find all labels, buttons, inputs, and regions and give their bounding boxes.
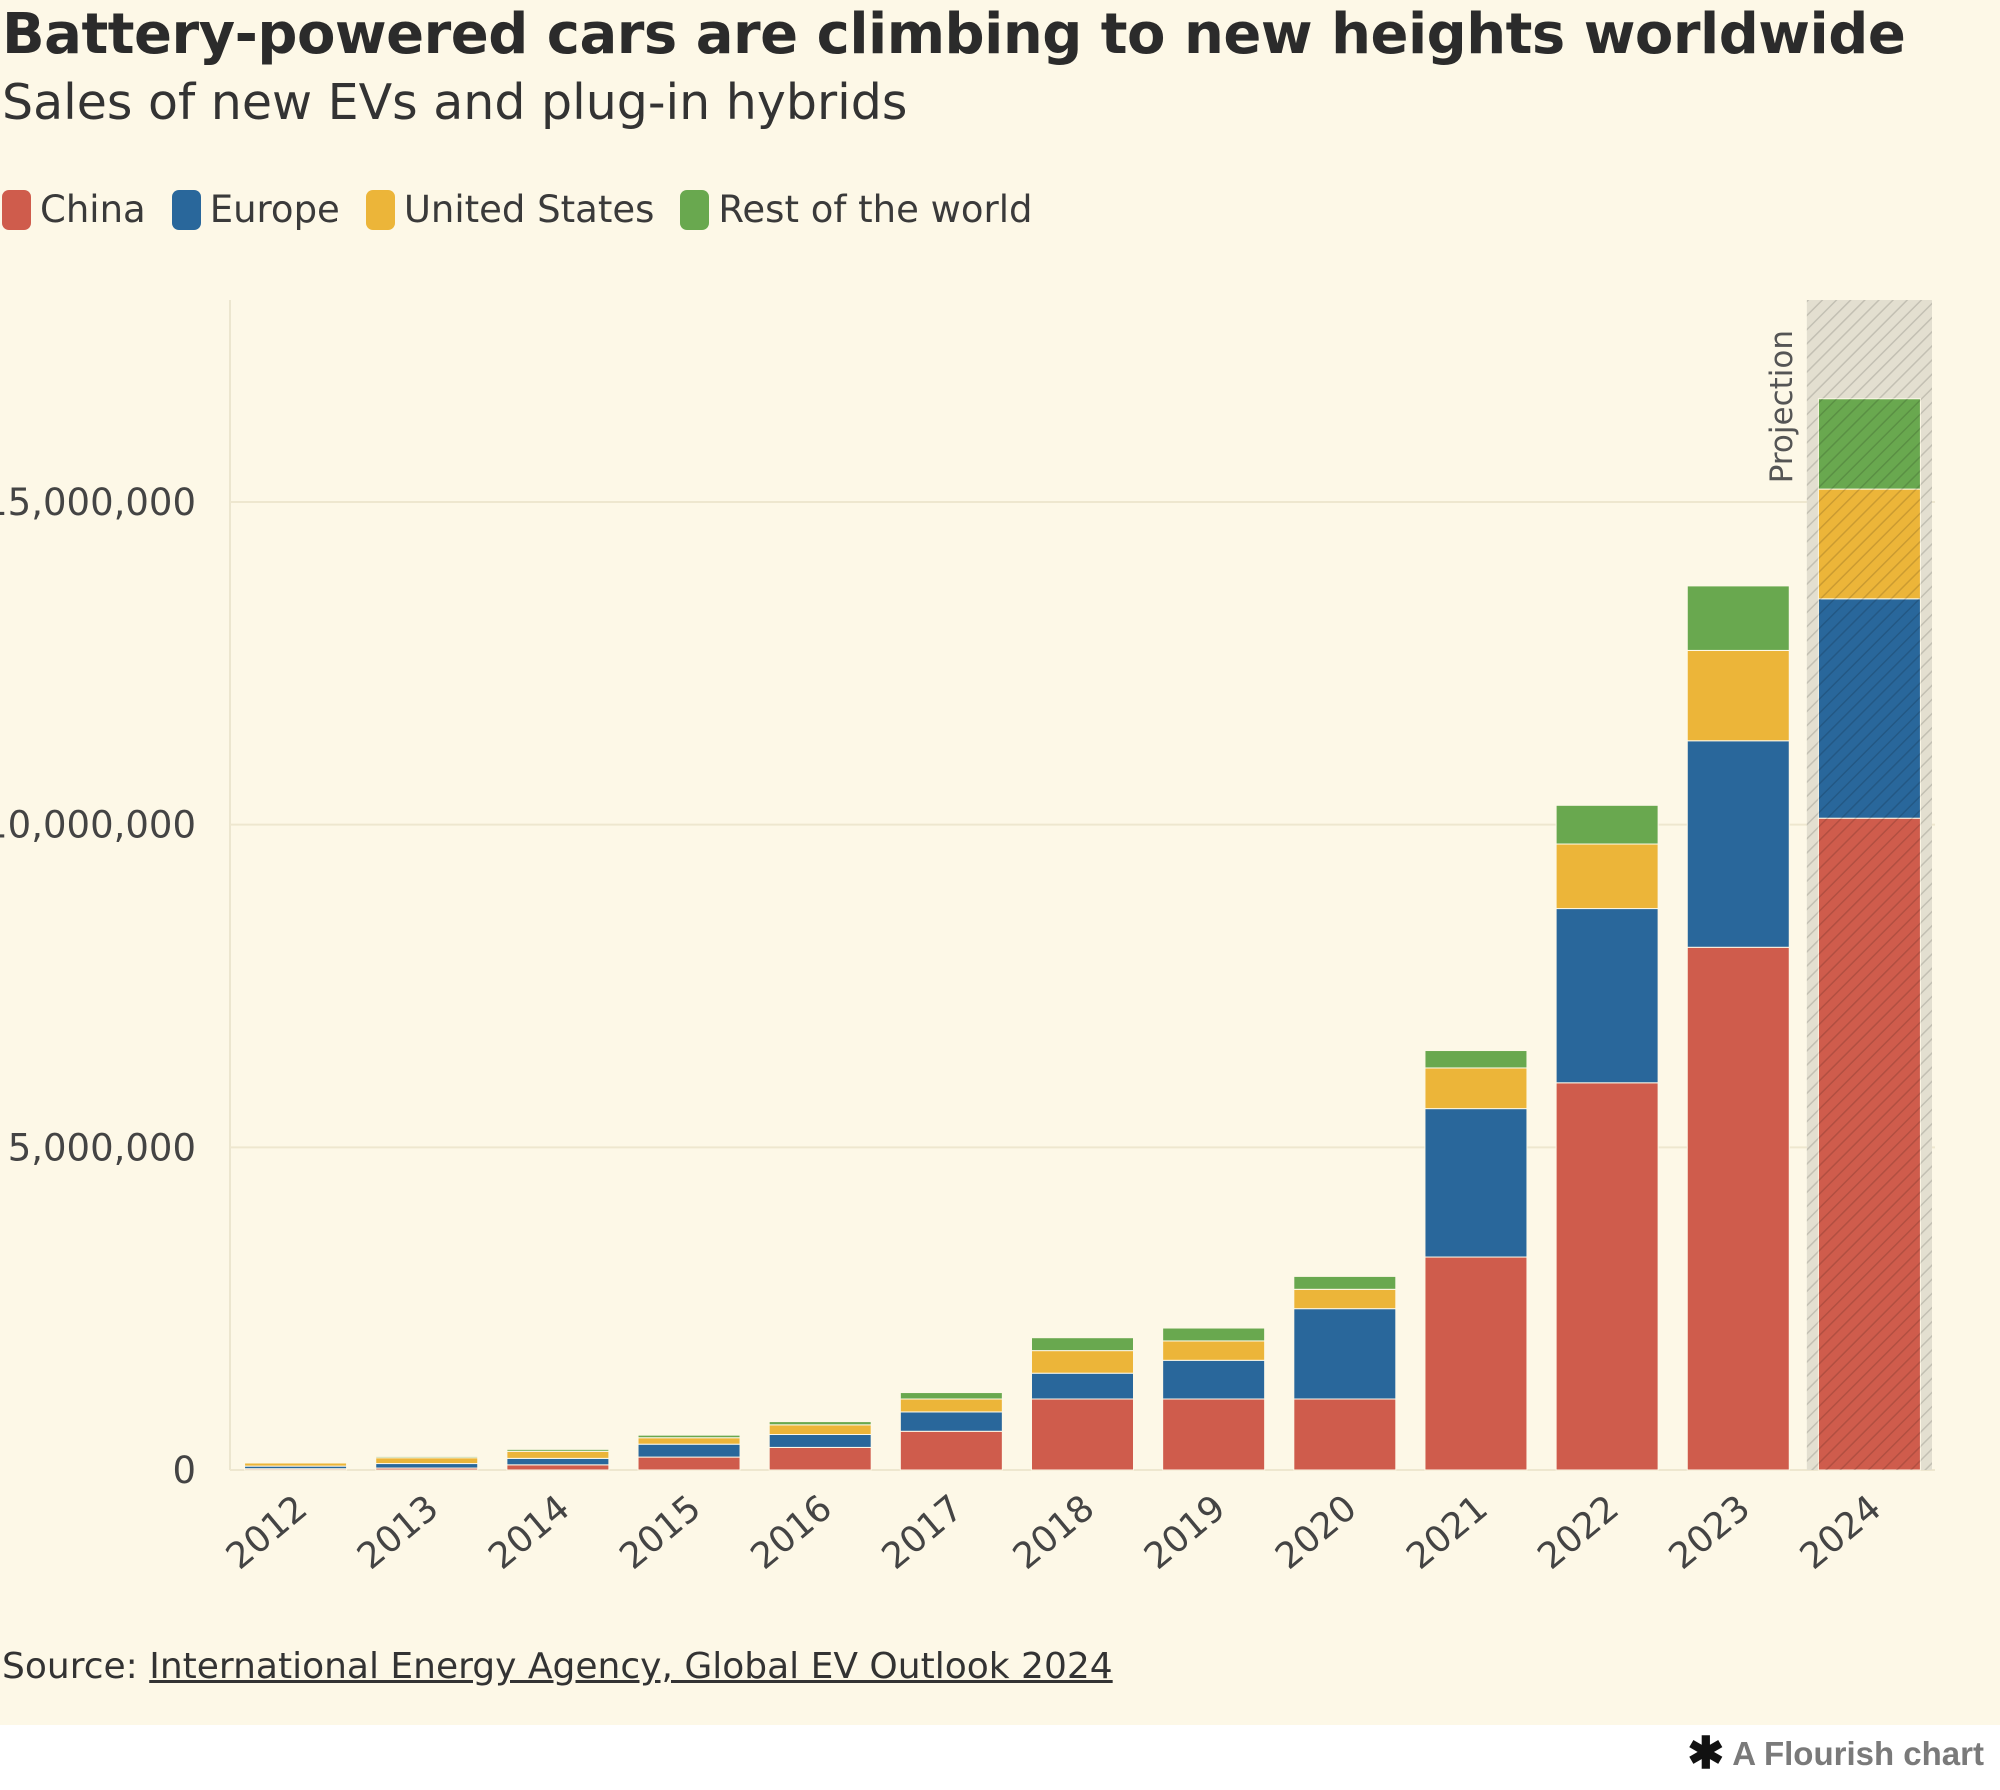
x-tick-label: 2021 — [1399, 1487, 1496, 1577]
bar-united-states-2024[interactable] — [1817, 488, 1921, 600]
chart-panel: Battery-powered cars are climbing to new… — [0, 0, 2000, 1725]
bar-united-states-2023[interactable] — [1686, 649, 1790, 742]
chart-title: Battery-powered cars are climbing to new… — [2, 2, 1906, 67]
bar-rest-of-the-world-2020[interactable] — [1293, 1275, 1397, 1290]
source-line: Source: International Energy Agency, Glo… — [2, 1646, 1113, 1687]
bar-rest-of-the-world-2022[interactable] — [1555, 804, 1659, 845]
source-link[interactable]: International Energy Agency, Global EV O… — [149, 1646, 1113, 1687]
bar-china-2018[interactable] — [1031, 1398, 1134, 1471]
legend-item-rest-of-world[interactable]: Rest of the world — [680, 188, 1033, 231]
x-tick-label: 2018 — [1006, 1487, 1103, 1577]
bar-china-2015[interactable] — [637, 1456, 741, 1471]
bar-europe-2021[interactable] — [1424, 1108, 1528, 1258]
bar-rest-of-the-world-2019[interactable] — [1162, 1327, 1266, 1342]
legend-item-europe[interactable]: Europe — [171, 188, 340, 231]
legend-item-united-states[interactable]: United States — [365, 188, 655, 231]
projection-label: Projection — [1764, 330, 1800, 483]
bar-united-states-2016[interactable] — [768, 1424, 872, 1436]
bar-europe-2013[interactable] — [375, 1463, 479, 1469]
x-tick-label: 2013 — [350, 1487, 447, 1577]
bar-united-states-2015[interactable] — [637, 1437, 741, 1445]
bar-united-states-2013[interactable] — [375, 1457, 479, 1465]
bar-europe-2022[interactable] — [1555, 908, 1659, 1084]
bar-europe-2016[interactable] — [768, 1434, 872, 1448]
bar-europe-2024[interactable] — [1817, 598, 1921, 819]
bar-rest-of-the-world-2013[interactable] — [375, 1455, 479, 1459]
x-tick-label: 2020 — [1268, 1487, 1365, 1577]
bar-china-2021[interactable] — [1424, 1256, 1528, 1471]
bar-united-states-2014[interactable] — [506, 1450, 610, 1459]
source-prefix: Source: — [2, 1646, 150, 1687]
bar-rest-of-the-world-2021[interactable] — [1424, 1050, 1528, 1069]
legend-label-china: China — [40, 188, 146, 231]
x-tick-label: 2023 — [1662, 1487, 1759, 1577]
bar-united-states-2019[interactable] — [1162, 1340, 1266, 1361]
legend-swatch-europe — [171, 189, 201, 230]
bar-europe-2020[interactable] — [1293, 1308, 1397, 1400]
bar-europe-2019[interactable] — [1162, 1359, 1266, 1400]
bar-europe-2014[interactable] — [506, 1457, 610, 1466]
legend-label-united-states: United States — [403, 188, 655, 231]
bar-rest-of-the-world-2018[interactable] — [1031, 1337, 1134, 1352]
bar-united-states-2018[interactable] — [1031, 1350, 1134, 1374]
legend-label-rest-of-world: Rest of the world — [718, 188, 1033, 231]
chart-plot: 0 5,000,000 10,000,000 15,000,000 Projection… — [0, 300, 1935, 1578]
bar-united-states-2017[interactable] — [899, 1398, 1003, 1413]
y-tick-label: 5,000,000 — [8, 1126, 196, 1169]
chart-subtitle: Sales of new EVs and plug-in hybrids — [2, 74, 908, 131]
bar-china-2017[interactable] — [899, 1430, 1003, 1471]
legend-item-china[interactable]: China — [2, 188, 146, 231]
x-tick-label: 2017 — [875, 1487, 972, 1577]
bar-rest-of-the-world-2012[interactable] — [244, 1461, 348, 1464]
x-tick-label: 2019 — [1137, 1487, 1234, 1577]
bar-china-2024[interactable] — [1817, 817, 1921, 1471]
bar-china-2020[interactable] — [1293, 1398, 1397, 1471]
bar-rest-of-the-world-2024[interactable] — [1817, 398, 1921, 490]
bar-united-states-2022[interactable] — [1555, 843, 1659, 910]
bar-rest-of-the-world-2014[interactable] — [506, 1448, 610, 1452]
x-tick-label: 2012 — [219, 1487, 316, 1577]
x-tick-label: 2022 — [1530, 1487, 1627, 1577]
bar-china-2022[interactable] — [1555, 1082, 1659, 1471]
bar-rest-of-the-world-2016[interactable] — [768, 1421, 872, 1426]
bar-europe-2023[interactable] — [1686, 740, 1790, 948]
legend: China Europe United States Rest of the w… — [2, 188, 1033, 231]
bar-china-2014[interactable] — [506, 1464, 610, 1471]
y-tick-label: 10,000,000 — [0, 804, 196, 847]
bar-china-2019[interactable] — [1162, 1398, 1266, 1471]
bar-europe-2015[interactable] — [637, 1443, 741, 1458]
bar-rest-of-the-world-2023[interactable] — [1686, 585, 1790, 651]
flourish-credit[interactable]: ✱ A Flourish chart — [1687, 1732, 1984, 1776]
legend-label-europe: Europe — [209, 188, 340, 231]
flourish-star-icon: ✱ — [1687, 1729, 1725, 1778]
bar-europe-2018[interactable] — [1031, 1372, 1134, 1400]
flourish-credit-label: A Flourish chart — [1732, 1735, 1984, 1772]
bar-rest-of-the-world-2017[interactable] — [899, 1392, 1003, 1400]
legend-swatch-china — [2, 189, 31, 230]
x-tick-label: 2024 — [1793, 1487, 1890, 1577]
x-tick-label: 2015 — [612, 1487, 709, 1577]
bar-europe-2017[interactable] — [899, 1411, 1003, 1432]
bar-united-states-2020[interactable] — [1293, 1288, 1397, 1310]
bar-china-2016[interactable] — [768, 1446, 872, 1471]
legend-swatch-rest-of-world — [680, 189, 710, 230]
bar-rest-of-the-world-2015[interactable] — [637, 1434, 741, 1439]
y-tick-label: 0 — [172, 1449, 196, 1492]
legend-swatch-united-states — [365, 189, 395, 230]
x-tick-label: 2016 — [743, 1487, 840, 1577]
bar-china-2023[interactable] — [1686, 946, 1790, 1471]
y-tick-label: 15,000,000 — [0, 481, 196, 524]
bar-united-states-2021[interactable] — [1424, 1067, 1528, 1110]
x-tick-label: 2014 — [481, 1487, 578, 1577]
